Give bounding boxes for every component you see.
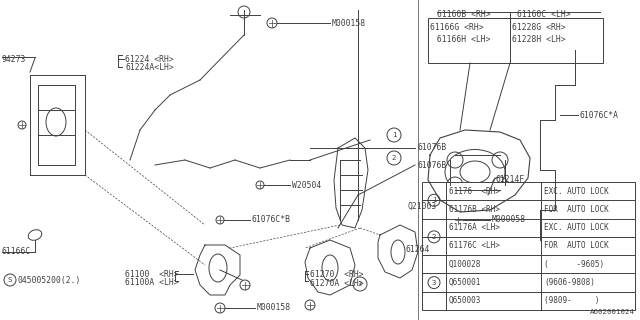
Circle shape xyxy=(18,121,26,129)
Text: (9606-9808): (9606-9808) xyxy=(544,278,595,287)
Text: Q650003: Q650003 xyxy=(449,296,481,305)
Circle shape xyxy=(216,216,224,224)
Text: 61166G <RH>: 61166G <RH> xyxy=(430,23,484,32)
Text: 61100A <LH>: 61100A <LH> xyxy=(125,278,179,287)
Text: 1: 1 xyxy=(432,197,436,203)
Circle shape xyxy=(428,276,440,289)
Text: 61166C: 61166C xyxy=(2,247,31,256)
Circle shape xyxy=(215,303,225,313)
Text: W20504: W20504 xyxy=(292,180,321,189)
Text: FOR  AUTO LOCK: FOR AUTO LOCK xyxy=(544,205,609,214)
Text: 2: 2 xyxy=(392,155,396,161)
Text: M000058: M000058 xyxy=(492,215,526,225)
Text: M000158: M000158 xyxy=(332,19,366,28)
Text: 61076B: 61076B xyxy=(417,161,446,170)
Text: 94273: 94273 xyxy=(2,55,26,64)
Text: 61176B <RH>: 61176B <RH> xyxy=(449,205,500,214)
Text: M000158: M000158 xyxy=(257,303,291,313)
Circle shape xyxy=(428,194,440,206)
Text: 1: 1 xyxy=(392,132,396,138)
Text: Q100028: Q100028 xyxy=(449,260,481,269)
Text: 61214F: 61214F xyxy=(495,175,524,184)
Text: 61264: 61264 xyxy=(405,245,429,254)
Text: 61160B <RH>: 61160B <RH> xyxy=(437,10,491,19)
Circle shape xyxy=(256,181,264,189)
Circle shape xyxy=(453,215,463,225)
Circle shape xyxy=(240,280,250,290)
Text: (      -9605): ( -9605) xyxy=(544,260,604,269)
Text: 61270A <LH>: 61270A <LH> xyxy=(310,279,364,288)
Text: 045005200(2.): 045005200(2.) xyxy=(18,276,81,284)
Text: 61224 <RH>: 61224 <RH> xyxy=(125,55,173,64)
Text: EXC. AUTO LOCK: EXC. AUTO LOCK xyxy=(544,223,609,232)
Circle shape xyxy=(428,231,440,243)
Text: 61176C <LH>: 61176C <LH> xyxy=(449,242,500,251)
Text: 61100  <RH>: 61100 <RH> xyxy=(125,270,179,279)
Text: S: S xyxy=(8,277,12,283)
Text: 61160C <LH>: 61160C <LH> xyxy=(517,10,571,19)
Text: EXC. AUTO LOCK: EXC. AUTO LOCK xyxy=(544,187,609,196)
Bar xyxy=(428,18,603,63)
Circle shape xyxy=(305,300,315,310)
Text: Q21003: Q21003 xyxy=(407,202,436,211)
Text: 61076C*B: 61076C*B xyxy=(252,215,291,225)
Text: 61224A<LH>: 61224A<LH> xyxy=(125,63,173,72)
Text: 61176  <RH>: 61176 <RH> xyxy=(449,187,500,196)
Bar xyxy=(422,182,635,310)
Text: 3: 3 xyxy=(358,281,362,287)
Circle shape xyxy=(387,128,401,142)
Text: 61166H <LH>: 61166H <LH> xyxy=(432,35,490,44)
Text: 3: 3 xyxy=(432,280,436,285)
Text: 61270  <RH>: 61270 <RH> xyxy=(310,270,364,279)
Circle shape xyxy=(267,18,277,28)
Text: 61228G <RH>: 61228G <RH> xyxy=(512,23,566,32)
Text: 61228H <LH>: 61228H <LH> xyxy=(512,35,566,44)
Text: Q650001: Q650001 xyxy=(449,278,481,287)
Circle shape xyxy=(353,277,367,291)
Circle shape xyxy=(387,151,401,165)
Text: FOR  AUTO LOCK: FOR AUTO LOCK xyxy=(544,242,609,251)
Text: 61076C*A: 61076C*A xyxy=(580,110,619,119)
Text: 61076B: 61076B xyxy=(417,143,446,153)
Circle shape xyxy=(4,274,16,286)
Text: 61176A <LH>: 61176A <LH> xyxy=(449,223,500,232)
Text: (9809-     ): (9809- ) xyxy=(544,296,600,305)
Text: 2: 2 xyxy=(432,234,436,240)
Text: A602001024: A602001024 xyxy=(590,309,635,315)
